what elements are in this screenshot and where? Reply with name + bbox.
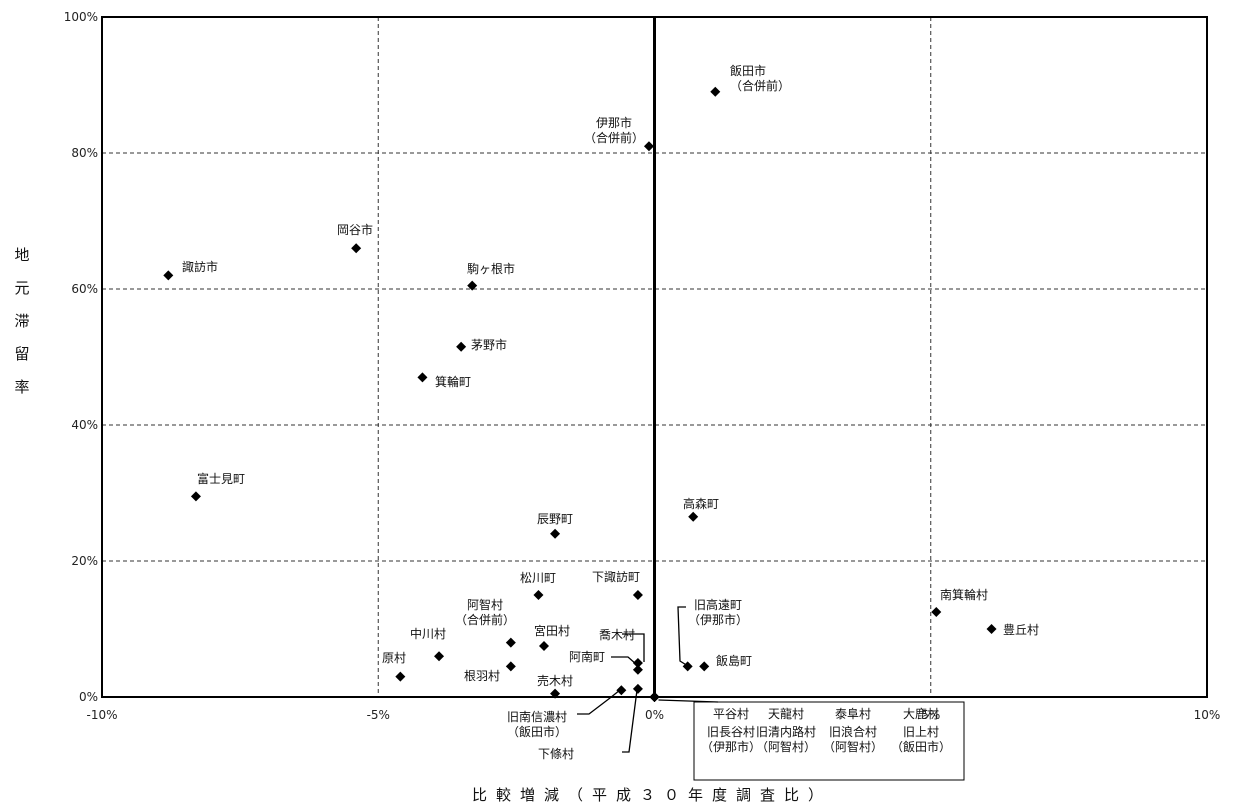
scatter-point — [539, 641, 549, 651]
origin-callout-box: 平谷村 天龍村 泰阜村 大鹿村旧長谷村（伊那市）旧清内路村（阿智村）旧浪合村（阿智村）… — [658, 699, 965, 781]
point-label: 旧高遠町（伊那市） — [688, 597, 748, 627]
point-label: 伊那市（合併前） — [584, 115, 644, 145]
x-axis-label: 比較増減（平成３０年度調査比） — [472, 786, 832, 804]
box-label: 旧浪合村（阿智村） — [823, 724, 883, 754]
point-label: 箕輪町 — [435, 374, 471, 389]
scatter-point — [190, 491, 201, 502]
y-axis-label: 地元滞留率 — [14, 246, 29, 396]
point-label: 辰野町 — [537, 512, 573, 526]
point-label: 松川町 — [520, 571, 556, 585]
y-tick-label: 80% — [71, 146, 98, 160]
callout-line — [658, 699, 719, 703]
scatter-point — [931, 607, 942, 617]
scatter-point — [533, 590, 544, 600]
scatter-point — [550, 688, 561, 699]
box-label: 旧清内路村（阿智村） — [756, 724, 816, 754]
point-label: 下條村 — [538, 747, 574, 761]
callout-line — [677, 606, 689, 667]
callout-layer — [577, 606, 689, 753]
scatter-point — [649, 692, 660, 702]
point-label: 旧南信濃村（飯田市） — [507, 709, 567, 739]
point-label: 飯田市（合併前） — [730, 63, 790, 93]
scatter-point — [643, 141, 654, 152]
point-label: 岡谷市 — [337, 222, 373, 237]
point-layer — [163, 86, 997, 702]
tick-label-layer: -10% -5% 0% 5% 10% 0% 20% 40% 60% 80% 100% — [64, 10, 1221, 722]
box-label: 泰阜村 — [835, 707, 871, 721]
scatter-point — [163, 270, 174, 281]
point-label: 下諏訪町 — [592, 569, 640, 584]
scatter-point — [456, 341, 467, 352]
scatter-point — [682, 661, 693, 672]
x-tick-label: -5% — [367, 708, 390, 722]
point-label: 飯島町 — [716, 653, 752, 668]
point-label: 豊丘村 — [1003, 623, 1039, 637]
scatter-point — [688, 511, 699, 522]
point-label: 阿南町 — [569, 649, 605, 664]
x-tick-label: 0% — [645, 708, 664, 722]
y-tick-label: 60% — [71, 282, 98, 296]
point-label: 阿智村（合併前） — [455, 597, 515, 627]
point-label: 駒ヶ根市 — [467, 261, 515, 276]
scatter-point — [417, 372, 428, 383]
callout-line — [622, 689, 638, 753]
scatter-point — [395, 671, 406, 682]
box-label: 旧長谷村（伊那市） — [701, 725, 761, 754]
y-tick-label: 100% — [64, 10, 98, 24]
y-tick-label: 0% — [79, 690, 98, 704]
scatter-point — [351, 243, 362, 254]
box-label: 天龍村 — [768, 706, 804, 721]
scatter-point — [467, 280, 478, 291]
point-label: 原村 — [382, 651, 406, 665]
scatter-point — [505, 637, 516, 648]
scatter-point — [632, 664, 643, 675]
box-label: 平谷村 — [713, 707, 749, 721]
point-label: 富士見町 — [197, 471, 245, 486]
scatter-point — [632, 683, 643, 694]
point-label: 売木村 — [537, 673, 573, 688]
scatter-point — [616, 685, 627, 696]
y-tick-label: 20% — [71, 554, 98, 568]
scatter-point — [434, 651, 445, 662]
y-tick-label: 40% — [71, 418, 98, 432]
scatter-point — [550, 528, 561, 539]
point-label: 諏訪市 — [182, 259, 218, 274]
scatter-point — [699, 661, 710, 672]
point-label: 宮田村 — [534, 623, 570, 638]
x-tick-label: 5% — [921, 708, 940, 722]
point-label: 中川村 — [410, 626, 446, 641]
callout-line — [611, 656, 637, 665]
axis-layer — [101, 16, 1208, 698]
box-label: 旧上村（飯田市） — [891, 725, 951, 754]
scatter-point — [632, 658, 643, 668]
x-tick-label: 10% — [1194, 708, 1221, 722]
grid-layer — [102, 17, 1207, 697]
scatter-point — [505, 661, 516, 672]
point-label: 南箕輪村 — [940, 587, 988, 602]
x-tick-label: -10% — [86, 708, 117, 722]
callout-line — [622, 633, 645, 662]
scatter-point — [710, 86, 721, 97]
scatter-point — [986, 624, 997, 634]
point-label: 喬木村 — [599, 628, 635, 642]
point-label: 根羽村 — [464, 669, 500, 683]
point-label: 茅野市 — [471, 337, 507, 352]
point-label: 高森町 — [683, 496, 719, 511]
scatter-point — [632, 590, 643, 600]
origin-group-frame — [693, 701, 965, 781]
box-label: 大鹿村 — [903, 706, 939, 721]
callout-line — [577, 689, 621, 715]
